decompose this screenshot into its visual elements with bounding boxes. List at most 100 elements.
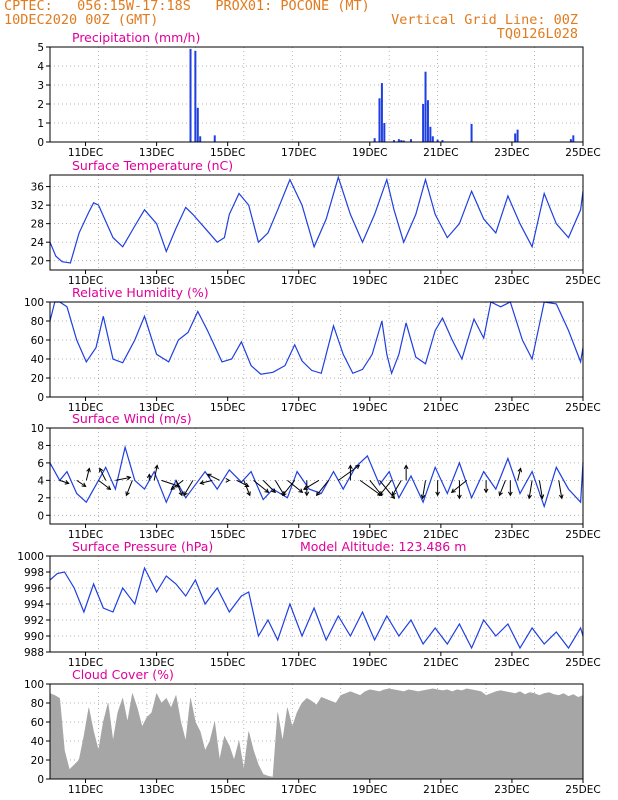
precip-bar: [409, 139, 412, 142]
wind-arrow-head: [170, 485, 176, 490]
wind-arrow-head: [315, 491, 321, 497]
wind-arrow: [200, 479, 213, 484]
wind-arrow: [558, 480, 563, 499]
pressure-xtick-label: 17DEC: [281, 657, 316, 669]
pressure-title: Surface Pressure (hPa): [72, 539, 213, 554]
rh-xtick-label: 11DEC: [68, 402, 103, 414]
wind-xtick-label: 15DEC: [210, 529, 245, 541]
precip-bar: [441, 140, 444, 142]
wind-arrow: [316, 480, 330, 496]
precip-bar: [470, 123, 473, 142]
cloud-ytick-label: 80: [31, 698, 44, 710]
wind-arrow-head: [298, 488, 304, 494]
pressure-ytick-label: 998: [24, 567, 44, 579]
precip-bar: [397, 139, 400, 142]
precip-bar: [426, 100, 429, 142]
cloud-xtick-label: 15DEC: [210, 784, 245, 796]
cloud-xtick-label: 23DEC: [494, 784, 529, 796]
pressure-xtick-label: 23DEC: [494, 657, 529, 669]
wind-arrow: [99, 468, 107, 481]
precip-frame: [49, 46, 584, 143]
wind-arrow-head: [125, 491, 130, 497]
wind-arrows-group: [59, 464, 564, 500]
cloud-xtick-label: 19DEC: [352, 784, 387, 796]
precip-ytick-label: 2: [37, 99, 44, 111]
wind-arrow-head: [106, 485, 112, 490]
temp-ytick-label: 28: [31, 219, 44, 231]
wind-arrow: [253, 479, 269, 493]
wind-arrow: [422, 480, 427, 499]
precip-bar: [393, 140, 396, 142]
precip-bar: [429, 126, 432, 142]
cloud-ytick-label: 60: [31, 717, 44, 729]
precip-xtick-label: 23DEC: [494, 147, 529, 159]
rh-ytick-label: 20: [31, 373, 44, 385]
wind-ytick-label: 4: [37, 475, 44, 487]
temp-ytick-label: 36: [31, 182, 45, 194]
rh-xtick-label: 17DEC: [281, 402, 316, 414]
wind-arrow-head: [355, 464, 361, 470]
wind-arrow: [379, 480, 392, 496]
wind-arrow-head: [483, 488, 489, 494]
wind-arrow: [338, 464, 360, 481]
wind-arrow-head: [507, 491, 513, 497]
precip-title: Precipitation (mm/h): [72, 30, 200, 45]
header-grid-note: Vertical Grid Line: 00Z: [391, 12, 578, 28]
rh-xtick-label: 21DEC: [423, 402, 458, 414]
wind-arrow: [391, 480, 402, 496]
wind-arrow-head: [304, 491, 310, 497]
wind-arrow-head: [178, 491, 183, 497]
pressure-panel: 988 990 992 994 996 998 1000 11DEC 13DEC 15DEC 17D…: [17, 539, 600, 669]
temp-xtick-label: 17DEC: [281, 275, 316, 287]
temp-frame: [49, 174, 584, 271]
temp-xtick-label: 15DEC: [210, 275, 245, 287]
wind-arrow-head: [390, 494, 396, 500]
cloud-xtick-label: 17DEC: [281, 784, 316, 796]
wind-arrow-head: [435, 491, 440, 497]
pressure-xtick-label: 15DEC: [210, 657, 245, 669]
temp-ytick-label: 20: [31, 256, 44, 268]
precip-bar: [196, 107, 199, 142]
wind-arrow-head: [282, 491, 287, 497]
wind-arrow: [517, 468, 522, 481]
wind-arrow: [59, 479, 69, 484]
rh-xtick-label: 25DEC: [565, 402, 600, 414]
precip-bar: [424, 71, 427, 142]
wind-arrow: [287, 479, 303, 493]
wind-arrow: [528, 480, 533, 499]
wind-arrow: [115, 476, 131, 481]
precip-bar: [422, 104, 425, 142]
wind-arrow-head: [81, 482, 87, 487]
pressure-xtick-label: 13DEC: [139, 657, 174, 669]
cloud-frame: [49, 683, 584, 780]
wind-xtick-label: 13DEC: [139, 529, 174, 541]
cloud-panel: 0 20 40 60 80 100 11DEC 13DEC 15DEC 17DEC 19DEC 21D…: [24, 667, 601, 796]
wind-arrow: [262, 480, 276, 493]
pressure-ytick-label: 994: [24, 599, 44, 611]
precip-bar: [431, 136, 434, 142]
wind-arrow-head: [348, 464, 353, 470]
cloud-xtick-label: 11DEC: [68, 784, 103, 796]
wind-arrow-head: [225, 478, 231, 483]
temp-xtick-label: 25DEC: [565, 275, 600, 287]
cloud-ytick-label: 0: [37, 774, 44, 786]
precip-xtick-label: 25DEC: [565, 147, 600, 159]
wind-arrow: [175, 480, 183, 496]
temp-xtick-label: 13DEC: [139, 275, 174, 287]
wind-arrow-head: [146, 473, 152, 479]
precip-bar: [199, 136, 202, 142]
wind-arrow-head: [558, 494, 564, 500]
wind-arrow-head: [64, 480, 70, 485]
wind-xtick-label: 25DEC: [565, 529, 600, 541]
cloud-xtick-label: 21DEC: [423, 784, 458, 796]
wind-xtick-label: 17DEC: [281, 529, 316, 541]
rh-ytick-label: 0: [37, 392, 44, 404]
temp-title: Surface Temperature (nC): [72, 158, 233, 173]
pressure-ytick-label: 988: [24, 647, 44, 659]
pressure-ytick-label: 1000: [17, 551, 44, 563]
cloud-ytick-label: 40: [31, 736, 44, 748]
pressure-frame: [49, 555, 584, 653]
wind-ytick-label: 6: [37, 458, 44, 470]
wind-arrow-head: [99, 467, 104, 473]
